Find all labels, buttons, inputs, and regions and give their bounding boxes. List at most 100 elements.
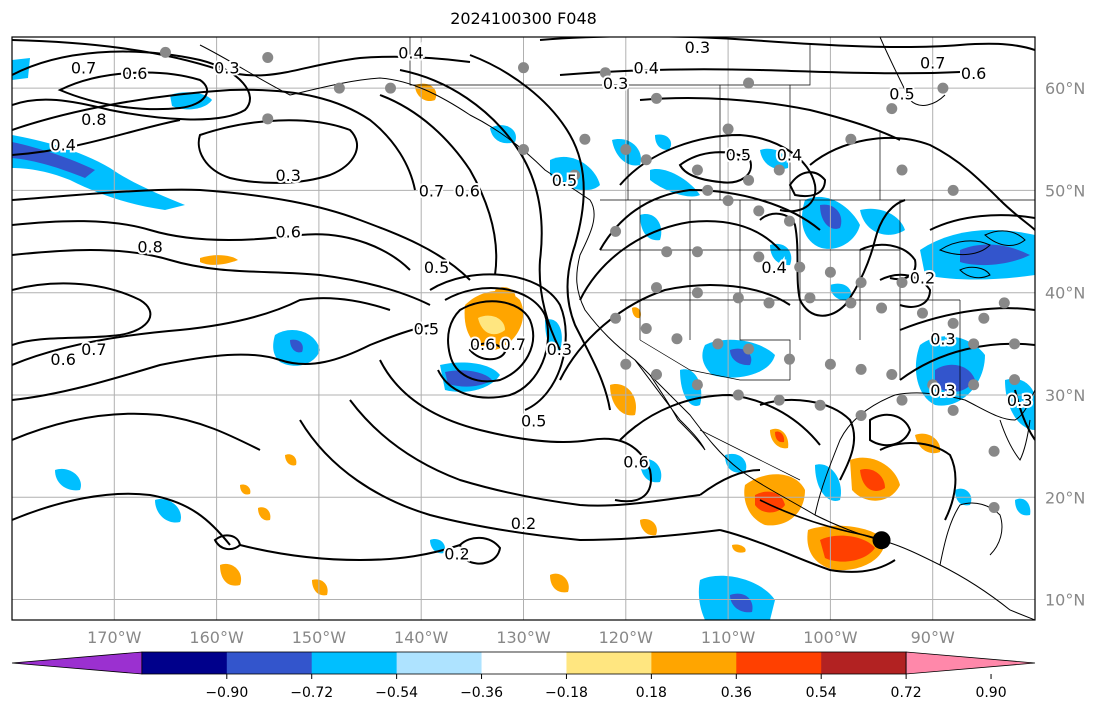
station-dot [804, 292, 816, 304]
colorbar-tick-label: 0.18 [636, 685, 667, 701]
station-dot [159, 46, 171, 58]
station-dot [794, 261, 806, 273]
station-dot [773, 394, 785, 406]
contour-label: 0.7 [920, 54, 945, 73]
station-dot [927, 379, 939, 391]
station-dot [650, 282, 662, 294]
lon-tick-label: 150°W [292, 628, 347, 647]
station-dot [1009, 338, 1021, 350]
station-dot [916, 307, 928, 319]
station-dot [978, 312, 990, 324]
lat-tick-label: 20°N [1045, 488, 1085, 507]
station-dot [262, 113, 274, 125]
station-dot [702, 184, 714, 196]
colorbar-segment [226, 652, 313, 674]
contour-label: 0.2 [910, 268, 935, 287]
colorbar: −0.90 −0.72 −0.54 −0.36 −0.18 0.18 0.36 0.54 0.7… [11, 651, 1036, 701]
lon-tick-label: 100°W [803, 628, 858, 647]
station-dot [691, 246, 703, 258]
lon-tick-label: 170°W [87, 628, 142, 647]
lat-tick-label: 50°N [1045, 181, 1085, 200]
map-title: 2024100300 F048 [450, 9, 597, 28]
station-dot [610, 312, 622, 324]
station-dot [1009, 374, 1021, 386]
station-dot [855, 276, 867, 288]
colorbar-segment [396, 652, 483, 674]
station-dot [896, 164, 908, 176]
lon-tick-label: 110°W [701, 628, 756, 647]
colorbar-segment [566, 652, 652, 674]
contour-label: 0.6 [122, 64, 147, 83]
contour-label: 0.8 [81, 110, 106, 129]
lat-tick-label: 30°N [1045, 386, 1085, 405]
contour-label: 0.6 [470, 335, 495, 354]
contour-label: 0.5 [414, 320, 439, 339]
latitude-tick-labels: 60°N 50°N 40°N 30°N 20°N 10°N [1045, 79, 1085, 609]
colorbar-extend-high [905, 651, 1036, 675]
contour-lines [12, 37, 1035, 573]
storm-center-marker [872, 531, 891, 550]
contour-label: 0.6 [50, 350, 75, 369]
contour-label: 0.3 [603, 74, 628, 93]
colorbar-tick-label: 0.54 [806, 685, 837, 701]
station-dot [640, 154, 652, 166]
station-dot [783, 353, 795, 365]
contour-label: 0.4 [50, 135, 75, 154]
station-dot [743, 343, 755, 355]
contour-label: 0.6 [275, 222, 300, 241]
contour-label: 0.3 [547, 340, 572, 359]
station-dot [722, 195, 734, 207]
contour-label: 0.7 [501, 335, 526, 354]
station-dot [333, 82, 345, 94]
station-dot [691, 287, 703, 299]
colorbar-segment [651, 652, 737, 674]
contour-label: 0.2 [444, 545, 469, 564]
contour-label: 0.6 [623, 452, 648, 471]
lat-tick-label: 40°N [1045, 284, 1085, 303]
station-dot [743, 174, 755, 186]
contour-label: 0.7 [81, 340, 106, 359]
lon-tick-label: 90°W [911, 628, 955, 647]
colorbar-tick-label: −0.90 [205, 685, 248, 701]
station-dot [599, 67, 611, 79]
station-dot [968, 338, 980, 350]
contour-label: 0.5 [889, 84, 914, 103]
colorbar-extend-low [11, 651, 143, 675]
station-dot [712, 338, 724, 350]
station-dot [876, 302, 888, 314]
lat-tick-label: 10°N [1045, 591, 1085, 610]
contour-label: 0.7 [71, 59, 96, 78]
station-dot [732, 292, 744, 304]
station-dot [998, 297, 1010, 309]
station-dot [640, 323, 652, 334]
station-dot [896, 276, 908, 288]
station-dot [947, 317, 959, 329]
station-dot [773, 164, 785, 176]
lon-tick-label: 140°W [394, 628, 449, 647]
station-dot [845, 297, 857, 309]
station-dot [691, 164, 703, 176]
colorbar-segment [481, 652, 567, 674]
station-dot [824, 266, 836, 278]
contour-label: 0.5 [552, 171, 577, 190]
contour-label: 0.4 [634, 59, 659, 78]
contour-label-layer: 0.7 0.6 0.3 0.4 0.3 0.4 0.3 0.7 0.6 0.5 0.8 0.4 0.3 0… [48, 37, 1034, 566]
colorbar-tick-label: 0.36 [721, 685, 752, 701]
station-dot [620, 358, 632, 370]
contour-label: 0.6 [961, 64, 986, 83]
station-dot [947, 184, 959, 196]
colorbar-segment [311, 652, 398, 674]
colorbar-tick-label: −0.54 [375, 685, 418, 701]
station-dot [691, 379, 703, 391]
station-dot [886, 369, 898, 381]
colorbar-tick-label: −0.18 [545, 685, 588, 701]
lat-tick-label: 60°N [1045, 79, 1085, 98]
contour-label: 0.4 [398, 43, 423, 62]
station-dot [824, 358, 836, 370]
colorbar-tick-label: 0.90 [975, 685, 1006, 701]
station-dot [650, 369, 662, 381]
contour-label: 0.5 [424, 258, 449, 277]
contour-label: 0.3 [685, 38, 710, 57]
station-dot [569, 169, 581, 181]
station-dot [855, 409, 867, 421]
